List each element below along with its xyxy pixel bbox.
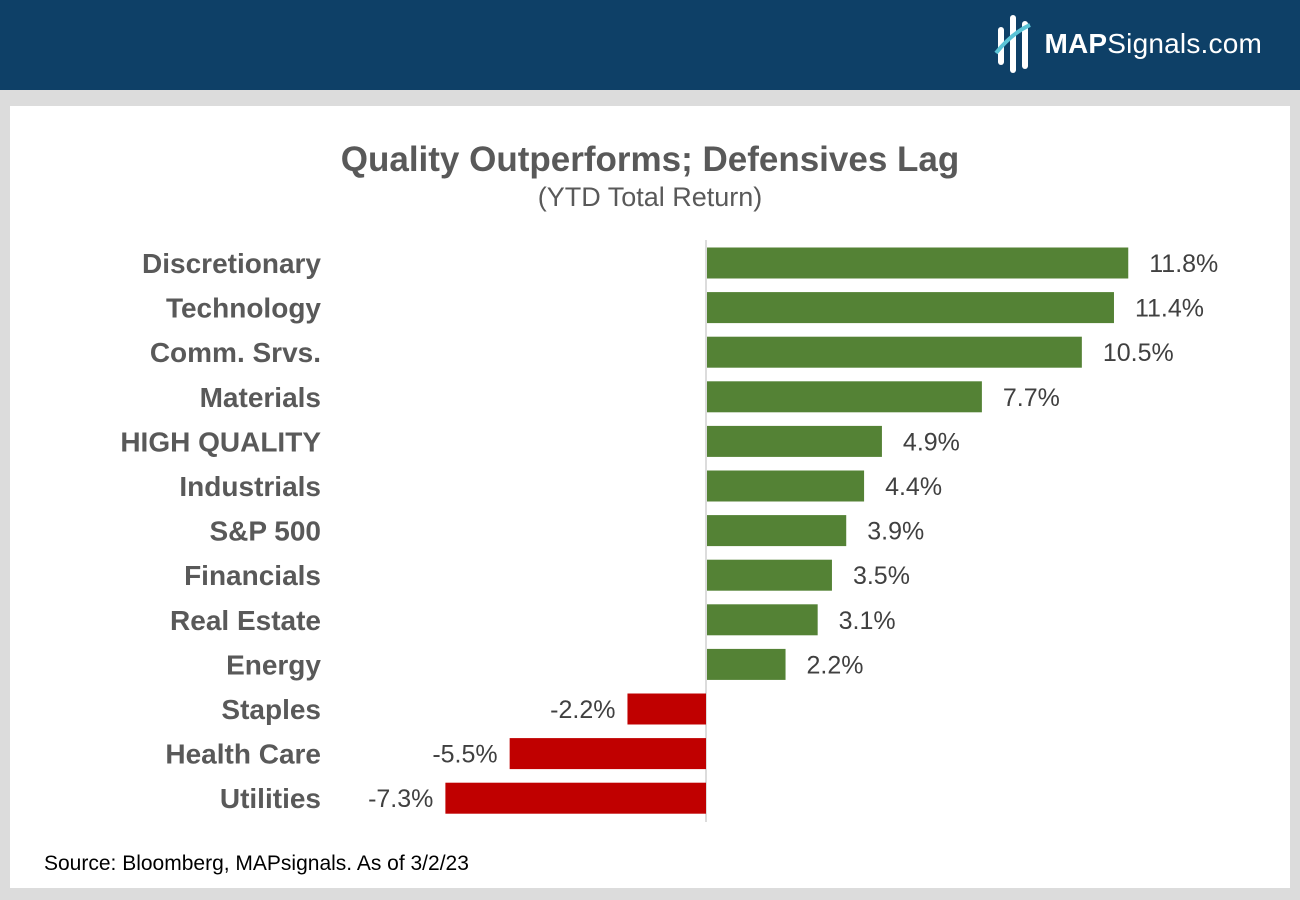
source-note: Source: Bloomberg, MAPsignals. As of 3/2… [44, 852, 469, 875]
value-label: 7.7% [1003, 384, 1060, 412]
value-label: 3.9% [867, 518, 924, 546]
bar [707, 425, 882, 457]
bar [707, 648, 786, 680]
value-label: 3.1% [839, 607, 896, 635]
category-label: HIGH QUALITY [120, 426, 321, 457]
bar [445, 782, 706, 814]
category-label: S&P 500 [209, 516, 321, 547]
logo-text: MAPSignals.com [1044, 28, 1262, 59]
value-label: 11.8% [1149, 250, 1218, 278]
bar [627, 693, 706, 725]
mapsignals-logo-icon [994, 15, 1032, 73]
value-label: 11.4% [1135, 295, 1204, 323]
bar [707, 515, 847, 547]
category-label: Financials [184, 560, 321, 591]
category-label: Comm. Srvs. [150, 337, 321, 368]
category-label: Industrials [179, 471, 321, 502]
bar [707, 604, 818, 636]
category-label: Staples [221, 694, 321, 725]
bar [707, 336, 1082, 368]
category-label: Real Estate [170, 605, 321, 636]
chart-title: Quality Outperforms; Defensives Lag [340, 140, 960, 179]
mapsignals-logo: MAPSignals.com [994, 14, 1262, 74]
bar [707, 559, 832, 591]
header-bar: MAPSignals.com [0, 0, 1300, 90]
category-label: Technology [166, 293, 321, 324]
bar [509, 738, 706, 770]
category-label: Utilities [220, 783, 321, 814]
category-label: Energy [226, 649, 321, 680]
bar [707, 470, 865, 502]
chart-subtitle: (YTD Total Return) [537, 182, 763, 212]
value-label: -5.5% [432, 741, 497, 769]
value-label: 3.5% [853, 562, 910, 590]
bar [707, 247, 1129, 279]
bar [707, 292, 1114, 324]
value-label: 4.9% [903, 428, 960, 456]
bar [707, 381, 982, 413]
category-label: Discretionary [142, 248, 321, 279]
category-label: Health Care [165, 739, 321, 770]
value-label: 4.4% [885, 473, 942, 501]
value-label: 2.2% [807, 651, 864, 679]
value-label: -2.2% [550, 696, 615, 724]
value-label: -7.3% [368, 785, 433, 813]
category-label: Materials [200, 382, 321, 413]
value-label: 10.5% [1103, 339, 1174, 367]
